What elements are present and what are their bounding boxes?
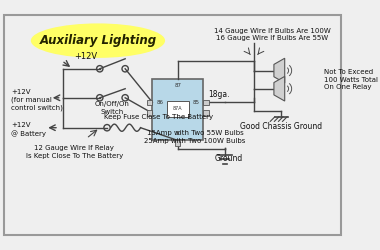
Text: 15Amp with Two 55W Bulbs
25Amp with Two 100W Bulbs: 15Amp with Two 55W Bulbs 25Amp with Two … — [144, 130, 246, 143]
FancyBboxPatch shape — [203, 100, 209, 105]
FancyBboxPatch shape — [152, 79, 203, 140]
Text: 30: 30 — [174, 131, 181, 136]
FancyBboxPatch shape — [167, 100, 188, 117]
Polygon shape — [274, 58, 285, 83]
FancyBboxPatch shape — [147, 110, 152, 116]
Text: Ground: Ground — [214, 154, 243, 163]
FancyBboxPatch shape — [175, 140, 180, 146]
Text: 87: 87 — [174, 84, 181, 88]
Text: 87A: 87A — [173, 106, 182, 111]
Text: Keep Fuse Close To The Battery: Keep Fuse Close To The Battery — [104, 114, 213, 120]
Text: Not To Exceed
100 Watts Total
On One Relay: Not To Exceed 100 Watts Total On One Rel… — [324, 69, 378, 90]
FancyBboxPatch shape — [4, 15, 341, 235]
Text: 86: 86 — [156, 100, 163, 105]
Text: 18ga.: 18ga. — [209, 90, 230, 99]
Text: +12V
@ Battery: +12V @ Battery — [11, 122, 46, 137]
FancyBboxPatch shape — [203, 110, 209, 116]
Ellipse shape — [31, 24, 165, 58]
Polygon shape — [274, 76, 285, 101]
Text: 12 Gauge Wire If Relay
Is Kept Close To The Battery: 12 Gauge Wire If Relay Is Kept Close To … — [26, 146, 123, 159]
Text: 14 Gauge Wire If Bulbs Are 100W
16 Gauge Wire If Bulbs Are 55W: 14 Gauge Wire If Bulbs Are 100W 16 Gauge… — [214, 28, 331, 41]
Text: 85: 85 — [192, 100, 200, 105]
FancyBboxPatch shape — [147, 100, 152, 105]
Text: Auxiliary Lighting: Auxiliary Lighting — [40, 34, 157, 47]
Text: On/Off/On
Switch: On/Off/On Switch — [95, 101, 130, 114]
Text: +12V
(for manual
control switch): +12V (for manual control switch) — [11, 88, 63, 110]
Text: Good Chassis Ground: Good Chassis Ground — [240, 122, 322, 131]
Text: +12V: +12V — [74, 52, 98, 62]
